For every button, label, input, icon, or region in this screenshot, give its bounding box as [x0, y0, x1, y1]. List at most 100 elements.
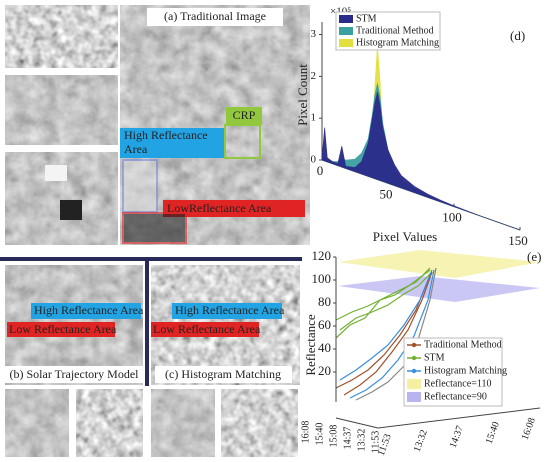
thumbnails-bottom: [4, 388, 299, 458]
plane-90: [338, 276, 540, 302]
panel-c: High Reflectance Area Low Reflectance Ar…: [151, 265, 300, 385]
annotation: High Reflectance Area: [34, 303, 144, 317]
depth-tick-label: 15:40: [484, 420, 502, 445]
depth-tick-label: 16:08: [520, 416, 538, 441]
x-tick-label: 100: [442, 210, 462, 225]
y-tick-label: 2: [311, 70, 317, 82]
y-axis-label: Pixel Count: [295, 64, 310, 126]
image: [75, 388, 144, 458]
thumbnails-left: [4, 4, 119, 246]
histogram-area: [321, 91, 521, 231]
legend-label: STM: [424, 352, 445, 363]
x-tick-label: 15:40: [314, 423, 325, 446]
panel-title: (a) Traditional Image: [164, 9, 266, 23]
legend-box: [335, 11, 441, 51]
legend-marker: [411, 368, 417, 374]
annotation: Low Reflectance Area: [9, 322, 117, 336]
histogram-area: [321, 45, 521, 231]
label-box: [7, 322, 115, 337]
y-tick-label: 120: [312, 248, 332, 263]
chart-e-planes: [338, 250, 540, 302]
annotation: High Reflectance: [124, 128, 208, 142]
image: [4, 4, 119, 69]
y-axis-label: Reflectance: [303, 314, 318, 376]
x-tick-label: 150: [508, 233, 528, 248]
y-tick-label: 3: [311, 28, 317, 40]
label-box: [226, 107, 262, 125]
label-box: [163, 200, 305, 217]
building: [45, 165, 67, 181]
trend-line: [339, 269, 433, 381]
y-tick-label: 100: [312, 271, 332, 286]
legend-swatch: [339, 27, 353, 35]
y-tick-label: 1: [311, 112, 317, 124]
depth-tick-label: 13:32: [412, 428, 430, 453]
region-box: [224, 124, 261, 159]
y-tick-label: 80: [318, 294, 331, 309]
chart-e-lines: [335, 267, 437, 401]
x-tick-label: 50: [380, 186, 393, 201]
legend-marker: [411, 342, 417, 348]
legend-swatch: [407, 392, 421, 402]
trend-line: [335, 269, 431, 339]
x-tick-label: 0: [317, 163, 324, 178]
x-axis-label: Pixel Values: [373, 229, 437, 244]
annotation: Low Reflectance Area: [153, 322, 261, 336]
trend-line: [343, 271, 433, 396]
separator: [145, 261, 149, 386]
trend-line: [335, 274, 431, 389]
histogram-area: [321, 83, 521, 231]
region-box: [122, 159, 158, 213]
y-tick-label: 0: [311, 154, 317, 166]
legend-label: Histogram Matching: [356, 37, 439, 48]
label-box: [155, 366, 292, 383]
legend-swatch: [407, 379, 421, 389]
plane-110: [338, 250, 540, 278]
annotation: Area: [124, 142, 148, 156]
label-box: [120, 128, 224, 158]
building: [60, 200, 82, 220]
legend-label: STM: [356, 13, 377, 24]
label-box: [5, 366, 143, 383]
annotation: CRP: [233, 108, 256, 122]
separator: [0, 257, 302, 261]
panel-title: (b) Solar Trajectory Model: [10, 367, 140, 381]
image: [4, 388, 70, 458]
trend-line: [339, 271, 433, 331]
x-tick-label: 11:53: [370, 431, 381, 453]
x-tick-label: 16:08: [300, 421, 311, 444]
label-box: [31, 303, 141, 319]
trend-line: [349, 269, 435, 399]
legend-swatch: [339, 15, 353, 23]
legend-marker: [411, 355, 417, 361]
legend-label: Reflectance=110: [424, 378, 491, 389]
image: [150, 388, 216, 458]
legend-swatch: [339, 39, 353, 47]
x-tick-label: 14:37: [342, 427, 353, 450]
x-tick-label: 15:08: [328, 425, 339, 448]
image: [4, 74, 119, 146]
legend-label: Histogram Matching: [424, 365, 507, 376]
annotation: High Reflectance Area: [175, 303, 285, 317]
y-tick-label: 60: [318, 317, 331, 332]
legend-label: Traditional Method: [424, 339, 502, 350]
legend-label: Reflectance=90: [424, 391, 487, 402]
region-box: [122, 212, 187, 244]
x-tick-label: 13:32: [356, 429, 367, 452]
y-tick-label: 20: [318, 363, 331, 378]
panel-label: (e): [527, 249, 541, 264]
label-box: [147, 8, 283, 26]
x-axis: [335, 417, 379, 429]
panel-title: (c) Histogram Matching: [165, 367, 281, 381]
panel-a: (a) Traditional Image CRP High Reflectan…: [120, 5, 310, 245]
legend-label: Traditional Method: [356, 25, 434, 36]
annotation: LowReflectance Area: [167, 201, 272, 215]
y-tick-label: 40: [318, 340, 331, 355]
depth-tick-label: 14:37: [448, 424, 466, 449]
label-box: [172, 303, 282, 319]
panel-b: High Reflectance Area Low Reflectance Ar…: [5, 265, 144, 385]
panel-label: (d): [510, 28, 525, 43]
depth-axis: [377, 407, 541, 429]
label-box: [151, 322, 259, 337]
